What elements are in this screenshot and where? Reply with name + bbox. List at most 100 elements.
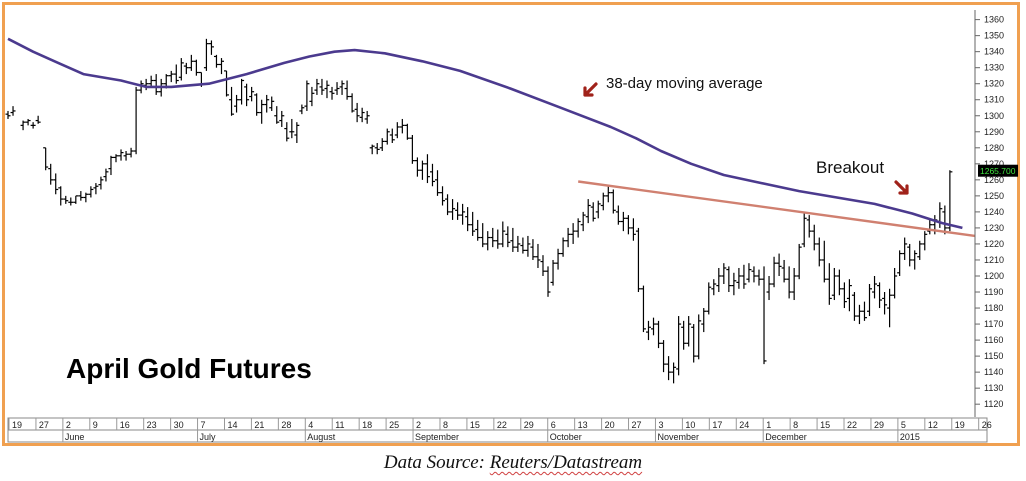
price-bar	[761, 266, 767, 365]
price-bar	[344, 80, 350, 100]
price-bar	[279, 110, 285, 127]
price-bar	[851, 292, 857, 321]
price-bar	[419, 160, 425, 180]
price-bar	[249, 86, 255, 102]
price-bar	[922, 231, 928, 251]
x-day-label: 9	[93, 420, 98, 430]
x-day-label: 2	[416, 420, 421, 430]
price-bar	[711, 279, 717, 296]
price-bar	[10, 106, 16, 116]
source-name: Reuters/Datastream	[489, 452, 643, 473]
price-bar	[108, 155, 114, 176]
price-bar	[98, 176, 104, 190]
price-bar	[414, 157, 420, 177]
y-tick-label: 1350	[984, 31, 1004, 41]
price-bar	[178, 58, 184, 81]
price-bar	[917, 240, 923, 260]
price-bar	[520, 237, 526, 254]
x-day-label: 8	[443, 420, 448, 430]
annotation-layer: 1265.700 April Gold Futures 38-day moving …	[66, 75, 1018, 384]
price-bar	[555, 248, 561, 270]
price-bar	[681, 320, 687, 350]
x-day-label: 2	[66, 420, 71, 430]
price-bar	[73, 195, 79, 204]
price-bar	[600, 192, 606, 211]
price-bar	[354, 102, 360, 123]
y-tick-label: 1130	[984, 383, 1003, 393]
last-price-box	[978, 164, 1018, 177]
price-bar	[701, 308, 707, 333]
chart-title: April Gold Futures	[66, 353, 312, 384]
x-day-label: 16	[120, 420, 130, 430]
price-bar	[686, 316, 692, 347]
trendline	[578, 180, 976, 238]
price-bar	[113, 154, 119, 163]
price-bar	[143, 78, 149, 91]
price-bar	[856, 304, 862, 325]
price-bar	[912, 250, 918, 270]
x-month-label: August	[307, 432, 336, 442]
price-bar	[786, 266, 792, 299]
x-day-label: 27	[39, 420, 49, 430]
y-tick-label: 1310	[984, 95, 1004, 105]
y-tick-label: 1240	[984, 207, 1004, 217]
price-bar	[53, 173, 59, 195]
price-bar	[128, 147, 134, 158]
price-bar	[902, 237, 908, 260]
price-bar	[897, 250, 903, 276]
price-bar	[334, 82, 340, 95]
price-bar	[58, 186, 64, 206]
price-bar	[118, 149, 124, 161]
price-bar	[766, 275, 772, 301]
price-bar	[455, 202, 461, 220]
price-bar	[550, 259, 556, 286]
x-day-label: 26	[982, 420, 992, 430]
price-bar	[259, 99, 265, 124]
price-bar	[314, 78, 320, 95]
price-bar	[746, 263, 752, 283]
price-bar	[781, 259, 787, 283]
price-bar	[213, 54, 219, 68]
price-bar	[575, 218, 581, 238]
x-day-label: 3	[658, 420, 663, 430]
price-bar	[485, 231, 491, 251]
x-day-label: 21	[254, 420, 264, 430]
moving-average-arrow-icon	[583, 82, 598, 97]
price-bar	[450, 199, 456, 220]
data-source-caption: Data Source: Reuters/Datastream	[0, 452, 1026, 474]
x-day-label: 23	[147, 420, 157, 430]
x-day-label: 12	[928, 420, 938, 430]
x-month-label: July	[200, 432, 217, 442]
price-bar	[595, 200, 601, 219]
price-bar	[475, 219, 481, 241]
x-day-label: 29	[874, 420, 884, 430]
x-month-label: December	[765, 432, 807, 442]
price-bar	[696, 314, 702, 360]
price-bar	[445, 194, 451, 216]
y-tick-label: 1230	[984, 223, 1004, 233]
y-tick-label: 1360	[984, 15, 1004, 25]
y-tick-label: 1150	[984, 351, 1003, 361]
x-day-label: 28	[281, 420, 291, 430]
x-month-label: 2015	[900, 432, 920, 442]
price-bar	[193, 59, 199, 76]
price-bar	[239, 78, 245, 105]
price-bar	[741, 264, 747, 289]
price-bar	[48, 163, 54, 185]
x-month-label: October	[550, 432, 582, 442]
x-day-label: 27	[632, 420, 642, 430]
y-tick-label: 1300	[984, 111, 1004, 121]
x-day-label: 5	[901, 420, 906, 430]
price-bar	[25, 118, 31, 126]
price-bar	[726, 266, 732, 293]
x-day-label: 14	[227, 420, 237, 430]
y-tick-label: 1120	[984, 399, 1003, 409]
price-bar	[470, 211, 476, 236]
price-bar	[676, 316, 682, 376]
price-bar	[771, 256, 777, 288]
price-bar	[525, 235, 531, 257]
price-bar	[947, 170, 953, 232]
x-day-label: 30	[174, 420, 184, 430]
price-bar	[173, 64, 179, 84]
y-tick-label: 1290	[984, 127, 1004, 137]
